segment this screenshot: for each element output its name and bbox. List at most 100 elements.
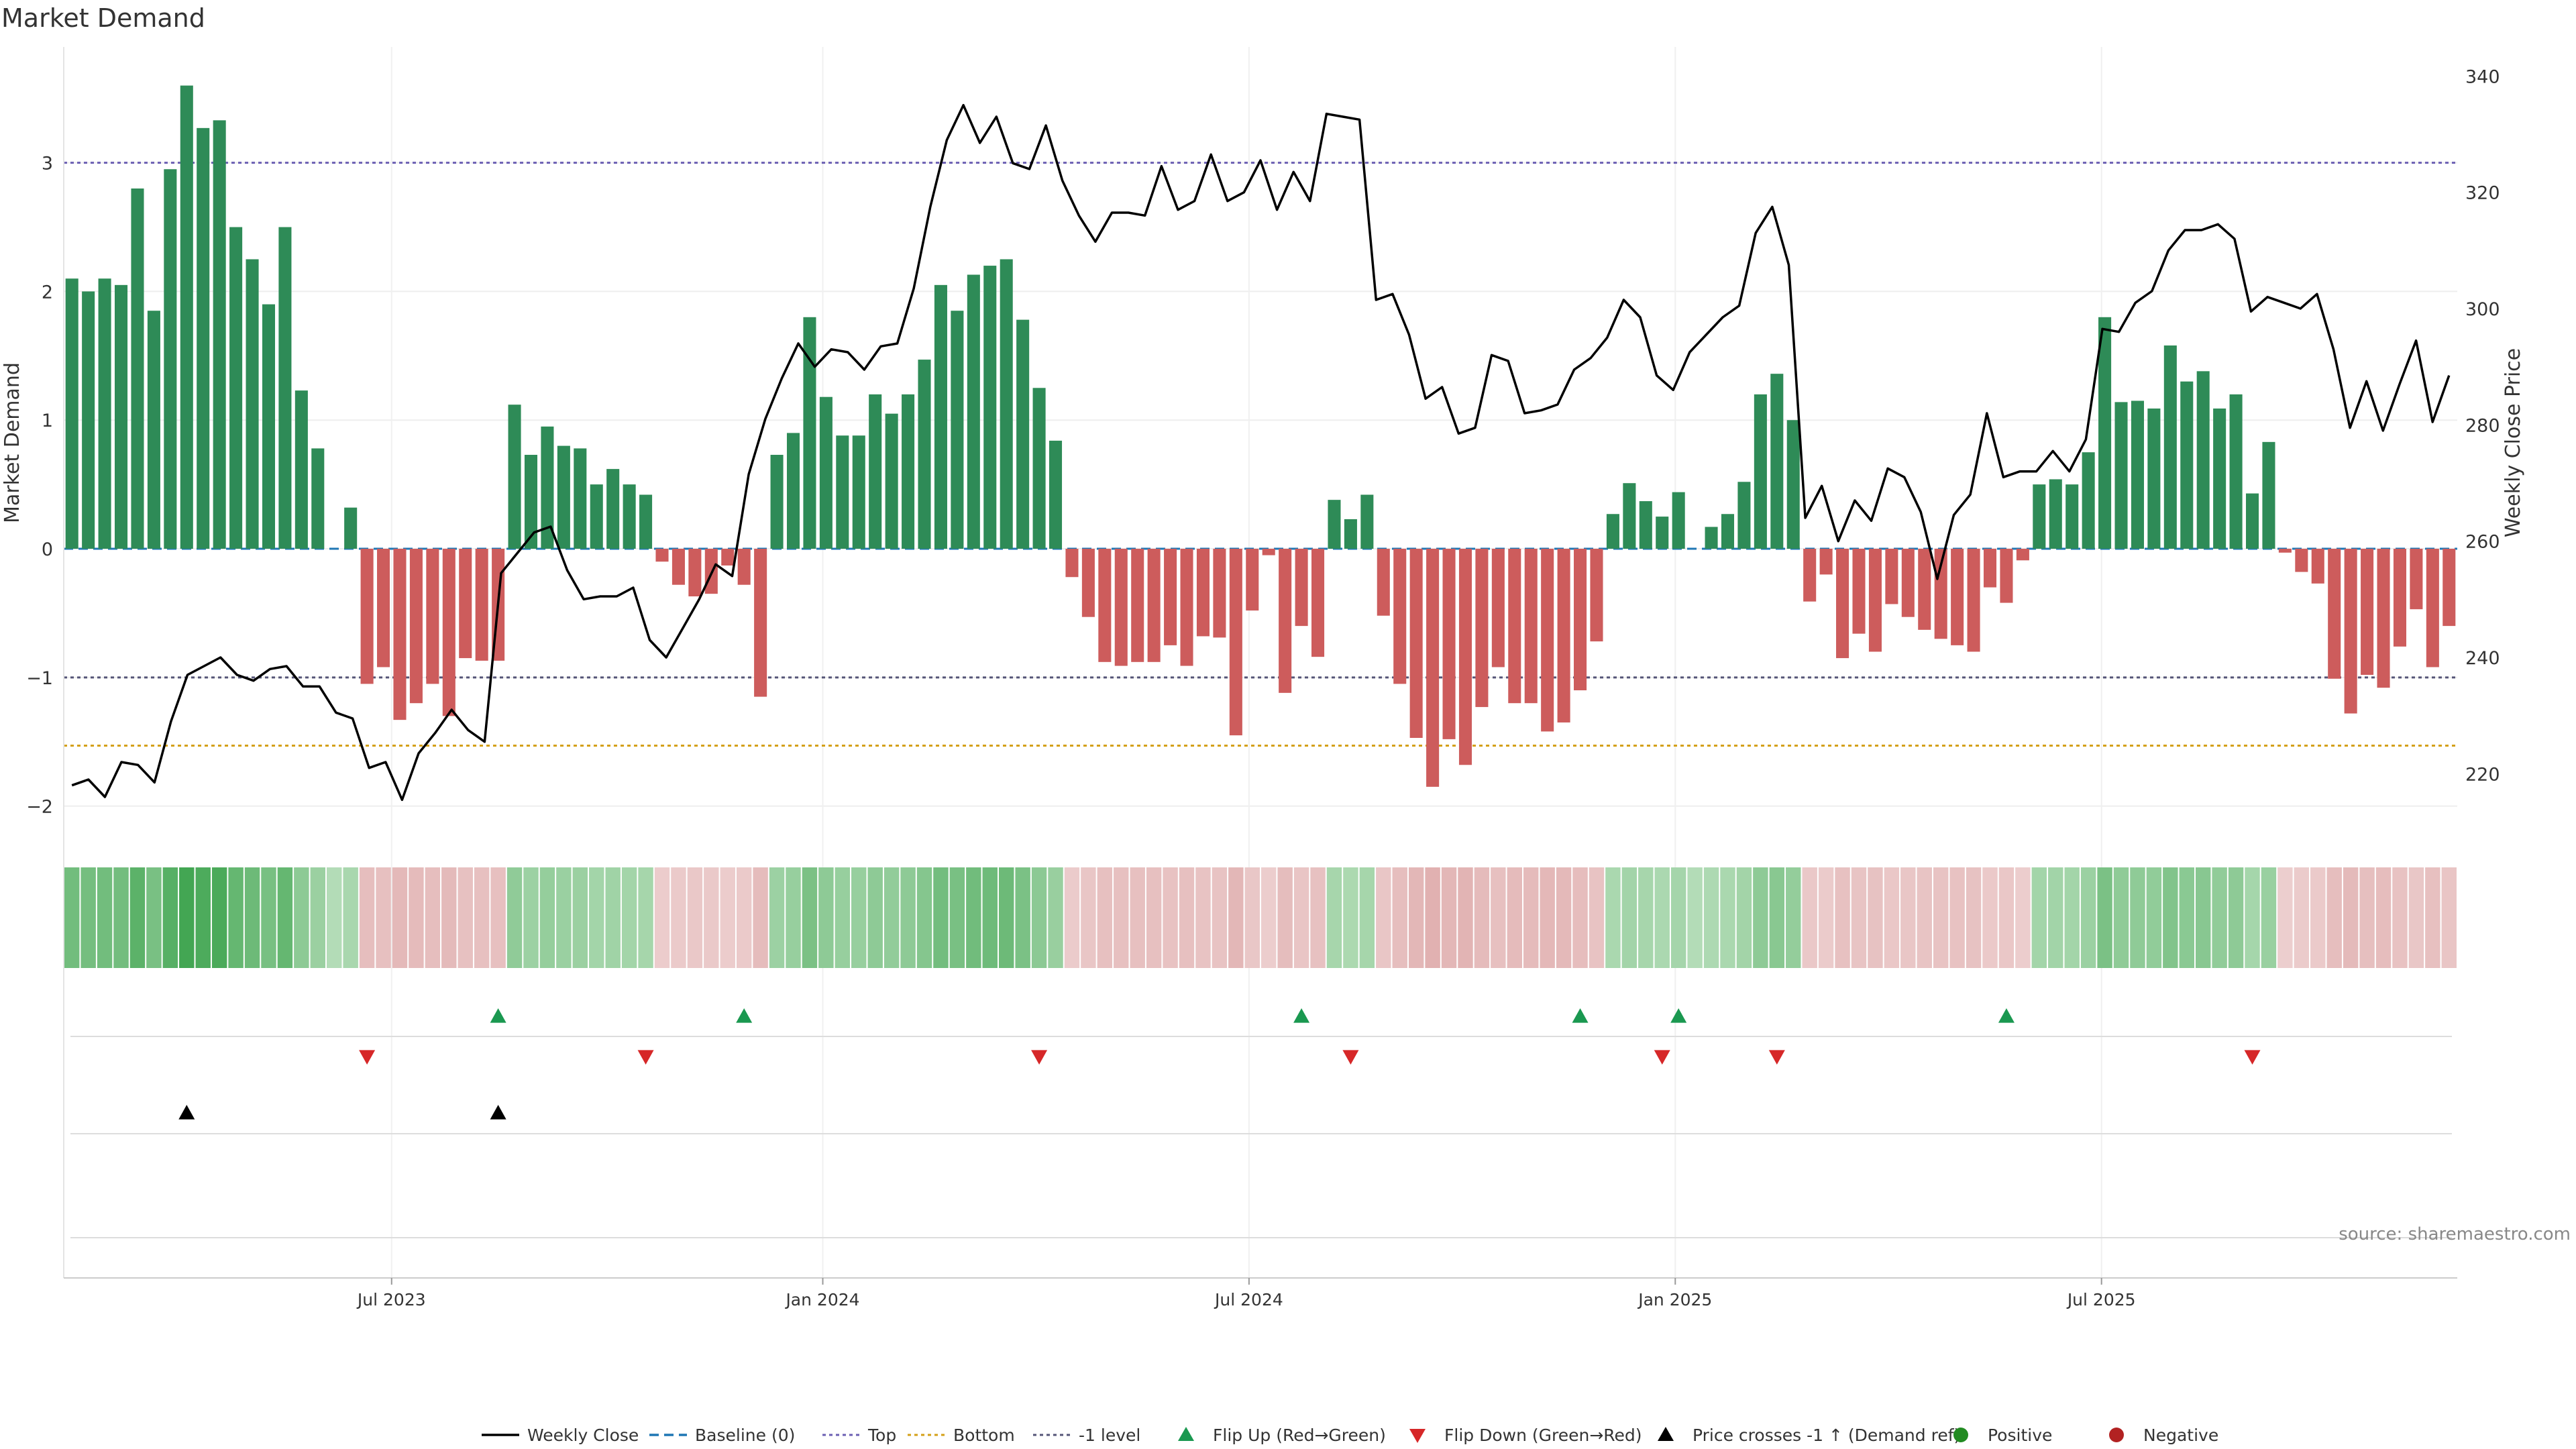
demand-bar xyxy=(2443,549,2456,627)
demand-bar xyxy=(1721,514,1735,549)
strip-cell xyxy=(228,867,244,968)
strip-cell xyxy=(1277,867,1293,968)
strip-cell xyxy=(1917,867,1932,968)
x-tick-label: Jan 2024 xyxy=(784,1290,859,1309)
strip-cell xyxy=(1786,867,1801,968)
demand-bar xyxy=(2426,549,2439,667)
demand-bar xyxy=(672,549,685,585)
demand-bar xyxy=(1246,549,1259,611)
demand-bar xyxy=(2295,549,2308,572)
legend-label: Baseline (0) xyxy=(695,1426,795,1445)
demand-bar xyxy=(803,317,816,549)
flip-up-marker xyxy=(490,1008,506,1023)
legend-label: Flip Up (Red→Green) xyxy=(1213,1426,1386,1445)
strip-cell xyxy=(1261,867,1277,968)
demand-bar xyxy=(1672,492,1685,549)
demand-bar xyxy=(1557,549,1570,722)
demand-bar xyxy=(2147,408,2161,549)
legend-label: Negative xyxy=(2143,1426,2218,1445)
demand-bar xyxy=(459,549,472,659)
strip-cell xyxy=(818,867,834,968)
demand-bar xyxy=(2278,549,2292,553)
demand-bar xyxy=(1606,514,1619,549)
strip-cell xyxy=(1015,867,1030,968)
demand-bar xyxy=(1213,549,1226,638)
demand-bar xyxy=(426,549,439,684)
strip-cell xyxy=(1589,867,1605,968)
demand-bar xyxy=(737,549,751,585)
demand-bar xyxy=(1852,549,1866,634)
demand-bar xyxy=(1524,549,1538,704)
strip-cell xyxy=(195,867,211,968)
demand-bar xyxy=(885,413,898,549)
strip-cell xyxy=(506,867,523,968)
demand-bar xyxy=(2229,394,2243,549)
legend-handle xyxy=(1953,1428,1968,1442)
strip-cell xyxy=(1458,867,1473,968)
demand-bar xyxy=(294,390,308,549)
demand-bar xyxy=(131,188,144,549)
demand-bar xyxy=(278,227,292,549)
strip-cell xyxy=(1572,867,1588,968)
strip-cell xyxy=(1638,867,1654,968)
demand-bar xyxy=(2131,400,2144,549)
strip-cell xyxy=(162,867,178,968)
legend-label: Flip Down (Green→Red) xyxy=(1444,1426,1642,1445)
y2-tick-label: 220 xyxy=(2465,764,2500,785)
strip-cell xyxy=(441,867,457,968)
x-tick-label: Jul 2024 xyxy=(1214,1290,1283,1309)
demand-bar xyxy=(1901,549,1915,617)
demand-bar xyxy=(1065,549,1079,578)
demand-bar xyxy=(2262,441,2275,549)
strip-cell xyxy=(1195,867,1211,968)
strip-cell xyxy=(2179,867,2194,968)
strip-cell xyxy=(1523,867,1539,968)
demand-bar xyxy=(557,445,570,549)
y2-tick-label: 280 xyxy=(2465,415,2500,436)
demand-bar xyxy=(180,85,193,549)
strip-cell xyxy=(2212,867,2227,968)
strip-cell xyxy=(1179,867,1195,968)
strip-cell xyxy=(1605,867,1621,968)
strip-cell xyxy=(2113,867,2129,968)
strip-cell xyxy=(720,867,735,968)
demand-bar xyxy=(1229,549,1242,736)
demand-bar xyxy=(2377,549,2390,688)
strip-cell xyxy=(2048,867,2063,968)
demand-bar xyxy=(836,435,849,549)
strip-cell xyxy=(2228,867,2244,968)
strip-cell xyxy=(2408,867,2424,968)
demand-bar xyxy=(1803,549,1817,602)
demand-bar xyxy=(2180,381,2194,549)
y-tick-label: 2 xyxy=(42,282,53,303)
demand-bar xyxy=(655,549,669,562)
strip-cell xyxy=(1540,867,1555,968)
strip-cell xyxy=(1425,867,1440,968)
legend-label: Positive xyxy=(1988,1426,2052,1445)
strip-cell xyxy=(2097,867,2112,968)
demand-bar xyxy=(2016,549,2029,561)
axes: −2 −1 0 1 2 3 220 240 260 280 300 320 340 Jul 2023 Jan… xyxy=(26,47,2500,1309)
strip-cell xyxy=(310,867,326,968)
demand-bar xyxy=(721,549,735,566)
demand-bar xyxy=(1098,549,1112,662)
demand-bar xyxy=(1819,549,1833,575)
demand-bar xyxy=(1032,388,1046,549)
demand-bar xyxy=(590,484,603,549)
demand-bar xyxy=(2098,317,2112,549)
strip-cell xyxy=(2245,867,2260,968)
demand-bar xyxy=(754,549,767,697)
demand-bar xyxy=(393,549,407,720)
demand-bar xyxy=(786,433,800,549)
legend-label: -1 level xyxy=(1079,1426,1140,1445)
strip-cell xyxy=(376,867,391,968)
demand-bar xyxy=(2065,484,2079,549)
strip-cell xyxy=(1081,867,1096,968)
strip-cell xyxy=(687,867,703,968)
demand-bar xyxy=(1131,549,1144,662)
strip-cell xyxy=(1949,867,1965,968)
chart-title: Market Demand xyxy=(1,3,205,33)
demand-bar xyxy=(541,426,554,549)
demand-bar xyxy=(1508,549,1521,704)
strip-cell xyxy=(523,867,539,968)
